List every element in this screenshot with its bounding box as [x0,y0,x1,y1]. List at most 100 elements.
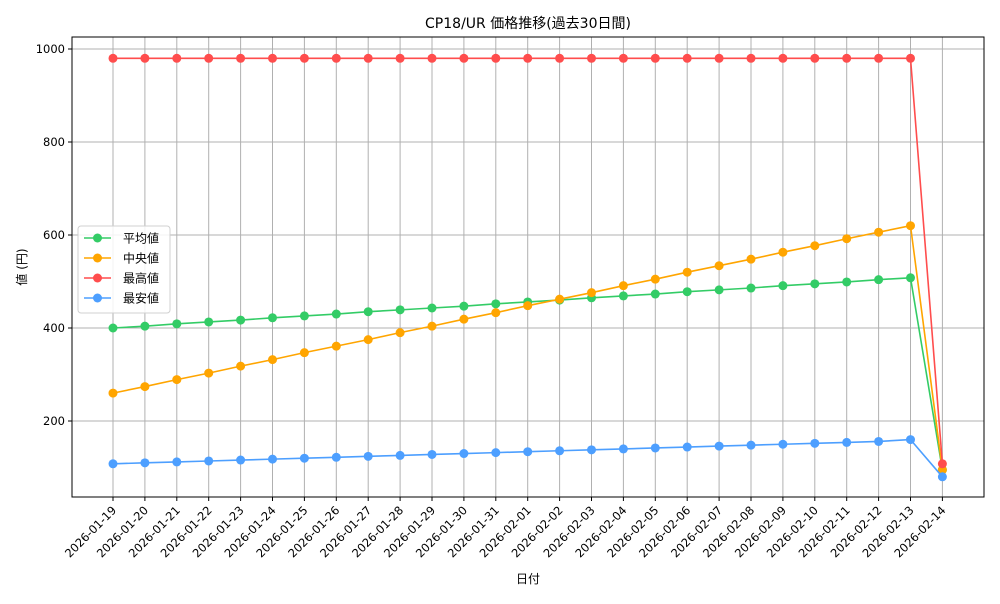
data-point [810,279,820,289]
data-point [650,274,660,284]
data-point [650,443,660,453]
y-tick-label: 800 [43,135,65,149]
y-tick-label: 600 [43,228,65,242]
data-point [140,458,150,468]
y-axis-ticks: 200 400 600 800 1000 [36,42,72,428]
data-point [268,313,277,323]
data-point [523,301,533,311]
legend-label: 最安値 [123,291,159,306]
series-3 [108,435,947,482]
x-axis-label: 日付 [516,572,540,586]
data-point [842,53,852,63]
data-point [587,288,596,298]
y-tick-label: 1000 [36,42,65,56]
data-point [906,221,915,231]
data-point [427,449,437,459]
data-point [523,447,533,457]
data-point [746,53,756,63]
data-point [491,308,501,318]
data-point [523,53,533,63]
data-point [906,435,915,445]
data-point [650,289,660,299]
data-point [204,456,214,466]
y-tick-label: 200 [43,414,65,428]
data-point [746,254,756,264]
data-point [331,53,341,63]
data-point [459,314,469,324]
legend-label: 中央値 [123,251,159,266]
data-point [874,53,884,63]
data-point [618,444,628,454]
data-point [172,375,182,385]
data-point [299,348,309,358]
data-point [459,301,469,311]
data-point [108,53,118,63]
data-point [618,281,628,291]
data-point [714,261,724,271]
data-point [140,321,150,331]
data-point [108,388,118,398]
data-point [842,277,852,287]
data-point [268,53,277,63]
data-point [172,53,182,63]
series-2 [108,53,947,469]
data-point [778,281,788,291]
data-point [746,283,756,293]
data-point [618,291,628,301]
data-point [363,53,373,63]
data-point [236,361,246,371]
data-point [587,445,596,455]
data-point [682,287,692,297]
data-point [459,53,469,63]
data-point [172,319,182,329]
data-point [331,341,341,351]
data-point [842,437,852,447]
legend-item: 中央値 [84,251,159,266]
legend-label: 最高値 [123,271,159,286]
data-point [874,227,884,237]
data-point [331,452,341,462]
legend-marker-icon [93,253,102,263]
data-point [555,446,565,456]
y-tick-label: 400 [43,321,65,335]
data-point [427,303,437,313]
y-axis-label: 値 (円) [14,248,29,285]
data-point [491,299,501,309]
data-point [491,53,501,63]
data-point [746,440,756,450]
data-point [618,53,628,63]
data-point [204,317,214,327]
data-point [395,305,405,315]
data-point [810,241,820,251]
legend-item: 平均値 [84,231,159,246]
legend-marker-icon [93,273,102,283]
data-point [778,53,788,63]
data-point [906,53,915,63]
legend-item: 最安値 [84,291,159,306]
data-point [236,53,246,63]
data-point [682,442,692,452]
legend-label: 平均値 [123,231,159,246]
data-point [587,53,596,63]
legend-marker-icon [93,233,102,243]
legend-box [77,225,171,314]
data-point [555,294,565,304]
data-point [268,454,277,464]
data-point [299,311,309,321]
data-point [778,439,788,449]
data-point [459,449,469,459]
data-point [140,53,150,63]
data-point [810,53,820,63]
data-point [810,438,820,448]
data-point [842,234,852,244]
data-point [299,453,309,463]
data-point [682,53,692,63]
data-point [363,451,373,461]
data-point [874,436,884,446]
data-point [204,53,214,63]
data-point [363,335,373,345]
data-point [395,53,405,63]
data-point [236,315,246,325]
data-point [491,448,501,458]
